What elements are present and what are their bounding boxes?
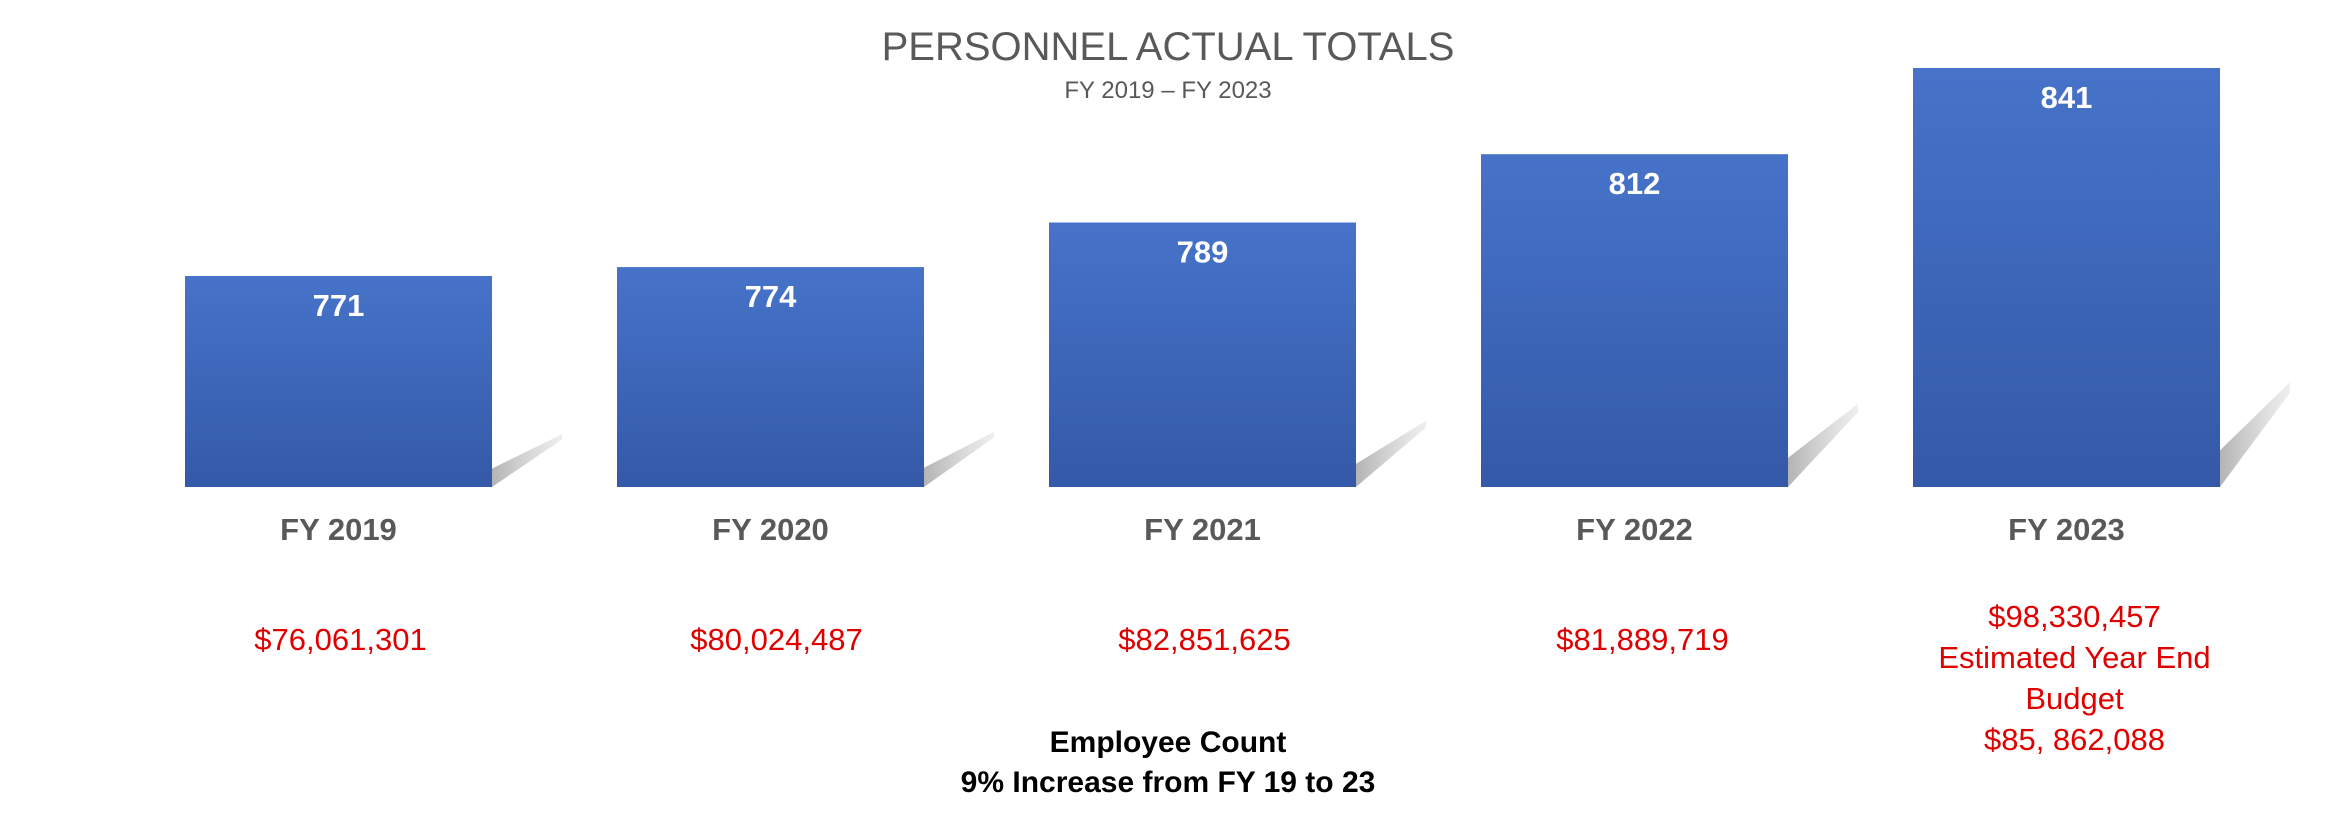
value-label: 789 xyxy=(1177,235,1229,270)
bar-fy-2023 xyxy=(1913,68,2220,487)
bars-group xyxy=(185,68,2220,487)
category-label: FY 2019 xyxy=(280,512,397,547)
value-label: 771 xyxy=(313,288,365,323)
bar-shadow xyxy=(1356,420,1426,487)
cost-annotation: $85, 862,088 xyxy=(1984,722,2165,757)
cost-annotations-group: $76,061,301 $80,024,487 $82,851,625 $81,889… xyxy=(254,599,2210,757)
footer-line-1: Employee Count xyxy=(1050,726,1287,759)
chart-subtitle: FY 2019 – FY 2023 xyxy=(1064,77,1271,104)
bar-fy-2021 xyxy=(1049,222,1356,487)
chart-title: PERSONNEL ACTUAL TOTALS xyxy=(882,25,1455,69)
category-label: FY 2022 xyxy=(1576,512,1693,547)
category-label: FY 2023 xyxy=(2008,512,2125,547)
cost-annotation: $80,024,487 xyxy=(690,622,862,657)
cost-annotation: $81,889,719 xyxy=(1556,622,1728,657)
bar-fy-2022 xyxy=(1481,154,1788,487)
cost-annotation: $98,330,457 xyxy=(1988,599,2160,634)
bar-shadow xyxy=(492,434,562,487)
bar-shadow xyxy=(1788,403,1858,487)
cost-annotation: $76,061,301 xyxy=(254,622,426,657)
category-label: FY 2020 xyxy=(712,512,829,547)
bar-shadows xyxy=(492,382,2290,487)
value-label: 774 xyxy=(745,279,797,314)
bar-shadow xyxy=(924,432,994,487)
cost-annotation: Budget xyxy=(2025,681,2124,716)
value-label: 841 xyxy=(2041,80,2093,115)
bar-fy-2020 xyxy=(617,267,924,487)
bar-fy-2019 xyxy=(185,276,492,487)
footer-line-2: 9% Increase from FY 19 to 23 xyxy=(961,766,1376,799)
value-label: 812 xyxy=(1609,166,1661,201)
bar-shadow xyxy=(2220,382,2290,487)
cost-annotation: $82,851,625 xyxy=(1118,622,1290,657)
category-labels-group: FY 2019 FY 2020 FY 2021 FY 2022 FY 2023 xyxy=(280,512,2125,547)
value-labels-group: 771 774 789 812 841 xyxy=(313,80,2093,323)
cost-annotation: Estimated Year End xyxy=(1938,640,2210,675)
category-label: FY 2021 xyxy=(1144,512,1261,547)
